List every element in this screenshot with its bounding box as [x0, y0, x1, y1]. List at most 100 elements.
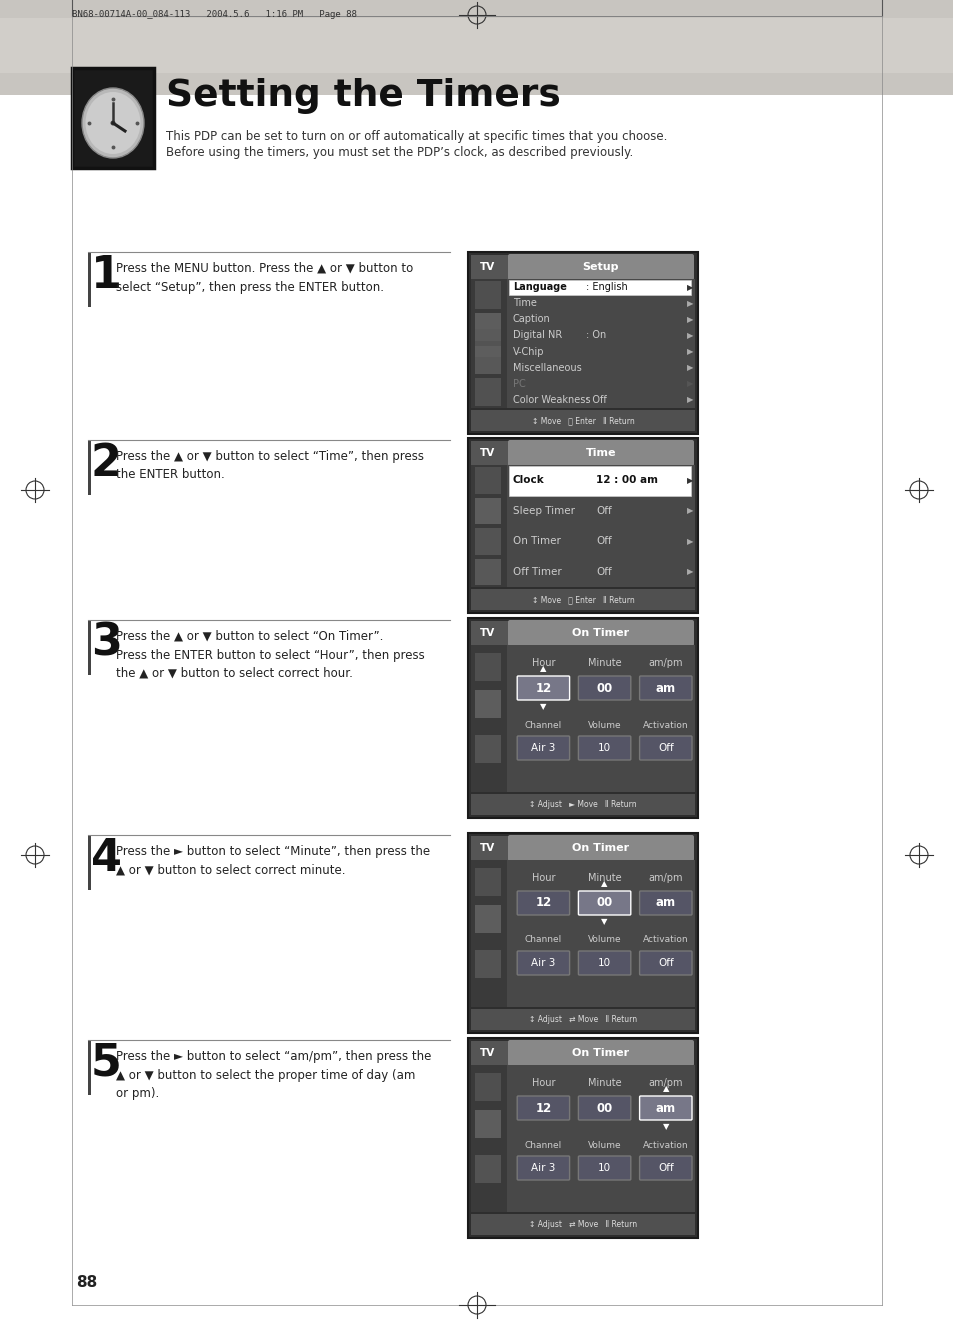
Text: Off Timer: Off Timer [513, 567, 561, 577]
Text: ↕ Adjust   ► Move   Ⅱ Return: ↕ Adjust ► Move Ⅱ Return [529, 801, 637, 808]
Bar [475, 559, 500, 585]
Text: ▶: ▶ [686, 363, 693, 373]
Text: Off: Off [596, 567, 611, 577]
FancyBboxPatch shape [507, 1040, 693, 1066]
Text: : On: : On [585, 330, 605, 341]
Text: ▶: ▶ [686, 379, 693, 388]
Text: Air 3: Air 3 [531, 958, 555, 968]
FancyBboxPatch shape [639, 951, 691, 975]
FancyBboxPatch shape [578, 1096, 630, 1120]
Bar [468, 834, 698, 1033]
Text: Setting the Timers: Setting the Timers [166, 78, 560, 114]
Bar [475, 950, 500, 978]
FancyBboxPatch shape [639, 890, 691, 915]
Bar [471, 1214, 695, 1235]
Bar [471, 465, 695, 587]
Text: am/pm: am/pm [648, 1078, 682, 1089]
Text: Press the ► button to select “am/pm”, then press the
▲ or ▼ button to select the: Press the ► button to select “am/pm”, th… [116, 1050, 431, 1100]
Bar [88, 620, 91, 675]
Bar [471, 836, 509, 860]
FancyBboxPatch shape [507, 440, 693, 466]
Text: Off: Off [658, 742, 673, 753]
Bar [471, 794, 695, 815]
Text: 10: 10 [598, 1162, 611, 1173]
Text: 12: 12 [535, 1102, 551, 1115]
Text: On Timer: On Timer [572, 1048, 629, 1058]
Text: Volume: Volume [587, 1140, 620, 1149]
Bar [475, 690, 500, 719]
Bar [475, 1155, 500, 1184]
Bar [471, 1041, 509, 1065]
Bar [475, 653, 500, 682]
Text: ▶: ▶ [686, 347, 693, 357]
Bar [509, 280, 690, 295]
Bar [471, 1065, 506, 1211]
Bar [471, 645, 695, 793]
FancyBboxPatch shape [639, 1096, 691, 1120]
Text: ▶: ▶ [686, 395, 693, 404]
Bar [475, 1110, 500, 1137]
Bar [88, 835, 91, 890]
Text: ▲: ▲ [600, 880, 607, 889]
Bar [475, 905, 500, 933]
FancyBboxPatch shape [578, 890, 630, 915]
Bar [471, 410, 695, 431]
Text: TV: TV [479, 1048, 495, 1058]
Text: TV: TV [479, 262, 495, 272]
Text: TV: TV [479, 843, 495, 853]
Text: Digital NR: Digital NR [513, 330, 561, 341]
Bar [71, 67, 153, 168]
Text: Off: Off [658, 1162, 673, 1173]
Text: : English: : English [585, 283, 627, 292]
Text: Miscellaneous: Miscellaneous [513, 363, 581, 373]
Text: Activation: Activation [642, 1140, 688, 1149]
FancyBboxPatch shape [517, 676, 569, 700]
Bar [475, 346, 500, 374]
Bar [88, 440, 91, 495]
Text: Time: Time [585, 448, 616, 458]
Text: Color Weakness: Color Weakness [513, 395, 590, 406]
Text: 88: 88 [76, 1275, 97, 1291]
Text: This PDP can be set to turn on or off automatically at specific times that you c: This PDP can be set to turn on or off au… [166, 129, 667, 143]
FancyBboxPatch shape [517, 1096, 569, 1120]
Ellipse shape [82, 89, 144, 159]
Text: 12: 12 [535, 897, 551, 909]
Text: Clock: Clock [513, 476, 544, 485]
Text: ▼: ▼ [600, 918, 607, 926]
Bar [471, 1065, 695, 1211]
Bar [471, 589, 695, 610]
FancyBboxPatch shape [578, 736, 630, 760]
Text: ↕ Move   ⎆ Enter   Ⅱ Return: ↕ Move ⎆ Enter Ⅱ Return [531, 594, 634, 604]
Text: ▲: ▲ [539, 664, 546, 674]
Text: Activation: Activation [642, 720, 688, 729]
FancyBboxPatch shape [517, 890, 569, 915]
Text: ▶: ▶ [686, 283, 693, 292]
Bar [471, 860, 695, 1007]
Text: Hour: Hour [531, 1078, 555, 1089]
Bar [475, 868, 500, 896]
Bar [471, 465, 506, 587]
Bar [468, 252, 698, 435]
Bar [475, 329, 500, 358]
Text: Sleep Timer: Sleep Timer [513, 506, 575, 515]
Text: am: am [655, 1102, 675, 1115]
Text: am: am [655, 897, 675, 909]
Text: 00: 00 [596, 1102, 612, 1115]
Text: V-Chip: V-Chip [513, 346, 544, 357]
FancyBboxPatch shape [507, 620, 693, 646]
Text: Channel: Channel [524, 720, 561, 729]
Text: Air 3: Air 3 [531, 1162, 555, 1173]
Text: 3: 3 [91, 622, 122, 664]
Bar [471, 255, 509, 279]
Bar [471, 621, 509, 645]
Text: 00: 00 [596, 897, 612, 909]
Bar [471, 645, 506, 793]
Text: am/pm: am/pm [648, 873, 682, 882]
Text: Off: Off [596, 536, 611, 547]
Text: 12 : 00 am: 12 : 00 am [596, 476, 658, 485]
Text: ▶: ▶ [686, 476, 693, 485]
Text: 12: 12 [535, 682, 551, 695]
Bar [468, 439, 698, 613]
Bar [475, 281, 500, 309]
Text: Minute: Minute [587, 1078, 620, 1089]
